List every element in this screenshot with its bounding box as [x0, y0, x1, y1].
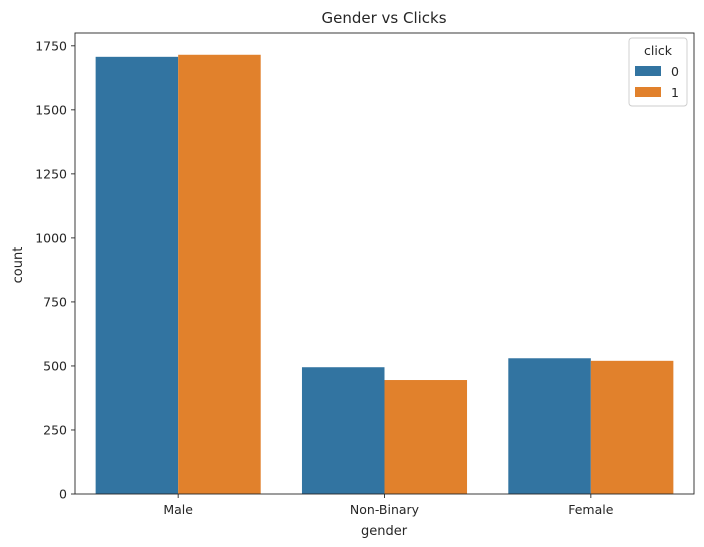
- bar-male-click-1: [178, 54, 261, 495]
- y-tick-label: 1000: [35, 230, 67, 245]
- y-tick-label: 500: [43, 358, 67, 373]
- bar-non-binary-click-1: [384, 380, 468, 494]
- legend-swatch-1: [635, 87, 661, 97]
- legend-swatch-0: [635, 66, 661, 76]
- y-tick-label: 1250: [35, 166, 67, 181]
- x-tick-label: Male: [163, 502, 193, 517]
- bar-male-click-0: [95, 56, 179, 495]
- y-tick-label: 1750: [35, 38, 67, 53]
- legend-label-1: 1: [671, 85, 679, 100]
- bar-non-binary-click-0: [301, 367, 385, 494]
- bar-female-click-1: [590, 360, 674, 494]
- y-tick-label: 0: [59, 487, 67, 502]
- plot-area: 0 250 500 750 1000 1250 1500 1750 Male Non-Binary…: [35, 32, 695, 517]
- x-tick-label: Non-Binary: [350, 502, 420, 517]
- y-axis-label: count: [11, 247, 26, 284]
- bar-female-click-0: [508, 358, 591, 494]
- y-tick-label: 750: [43, 294, 67, 309]
- x-axis-label: gender: [361, 524, 408, 539]
- legend: click 0 1: [628, 37, 688, 107]
- x-tick-label: Female: [568, 502, 614, 517]
- legend-title: click: [644, 43, 673, 58]
- y-tick-label: 1500: [35, 102, 67, 117]
- chart-title: Gender vs Clicks: [321, 9, 446, 27]
- y-tick-label: 250: [43, 422, 67, 437]
- legend-label-0: 0: [671, 64, 679, 79]
